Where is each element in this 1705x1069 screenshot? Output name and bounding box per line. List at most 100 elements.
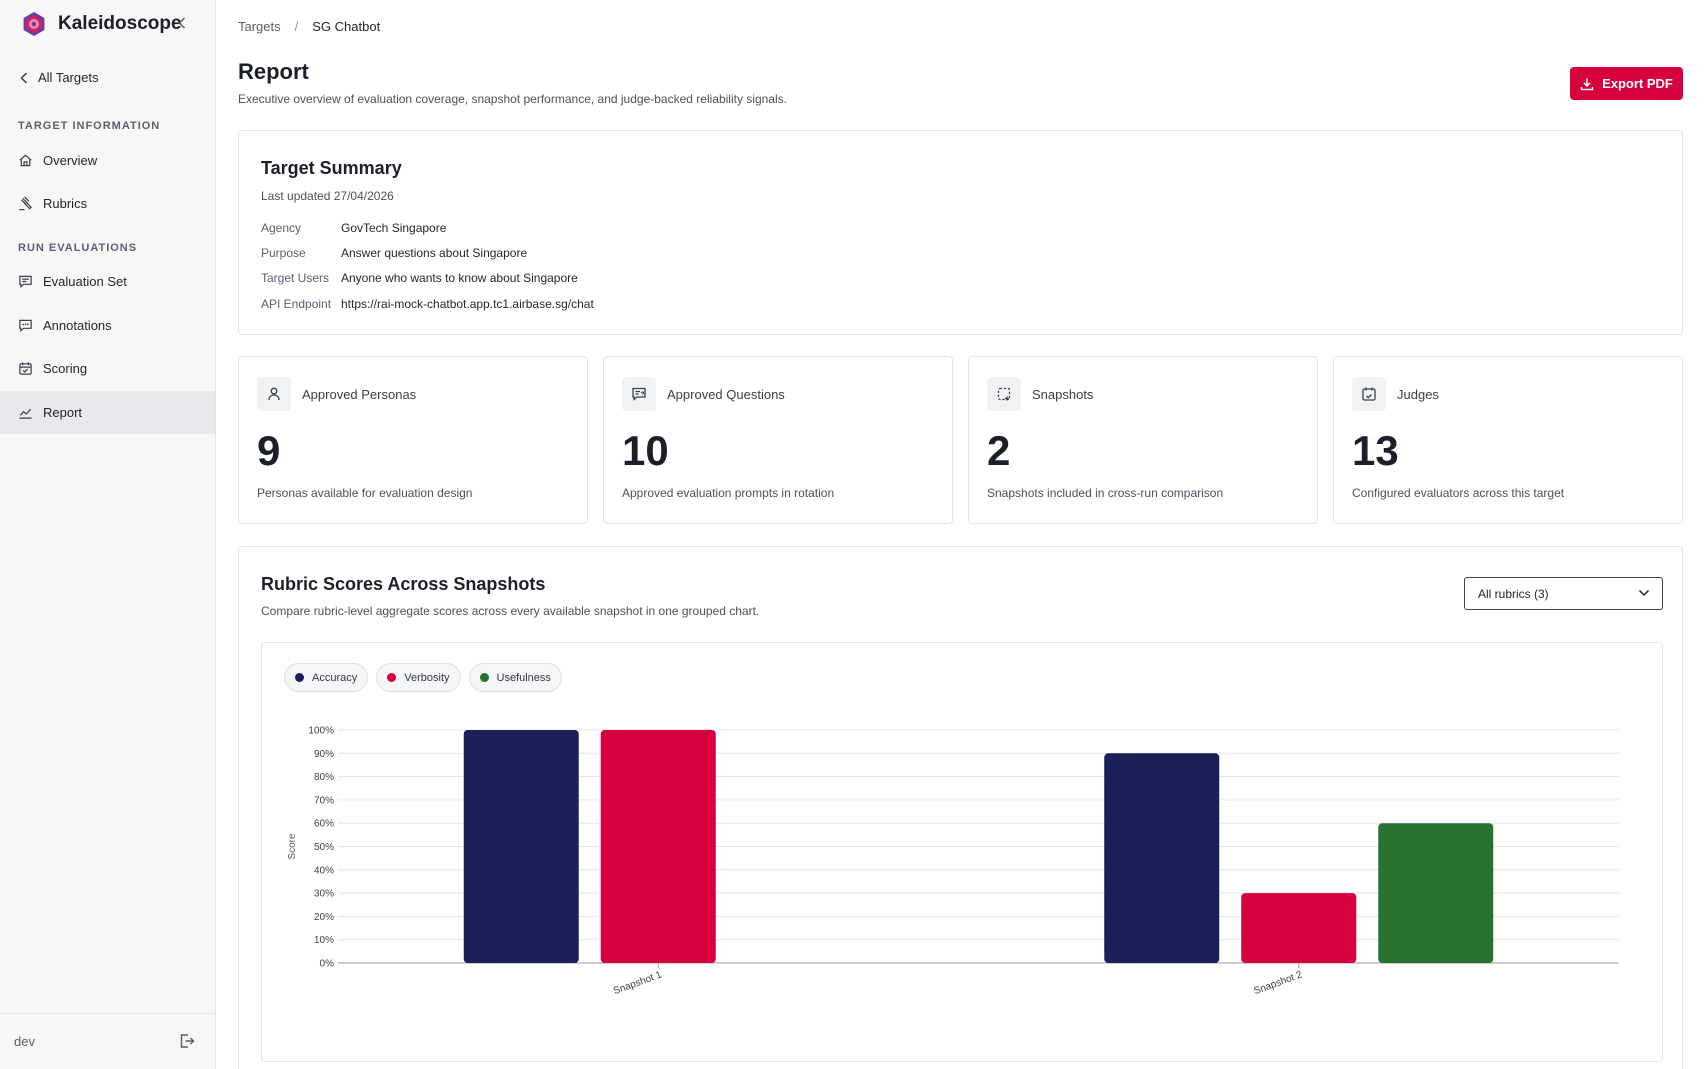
sidebar-item-evaluation-set[interactable]: Evaluation Set: [0, 260, 215, 303]
stat-title: Judges: [1397, 387, 1439, 402]
legend-item-accuracy[interactable]: Accuracy: [284, 663, 369, 692]
sidebar-item-label: Overview: [43, 153, 98, 168]
rubric-filter-select[interactable]: All rubrics (3): [1464, 577, 1663, 610]
message-question-icon: [622, 377, 656, 411]
kaleidoscope-logo-icon: [23, 12, 45, 36]
stat-value: 2: [987, 427, 1011, 474]
field-key: Purpose: [261, 246, 306, 260]
summary-field-agency: Agency GovTech Singapore: [261, 221, 446, 235]
bar-verbosity-snapshot-1: [600, 730, 716, 963]
gavel-icon: [19, 196, 32, 211]
y-tick-label: 90%: [314, 749, 334, 760]
export-pdf-label: Export PDF: [1602, 76, 1673, 91]
sidebar-item-overview[interactable]: Overview: [0, 139, 215, 182]
download-icon: [1580, 78, 1594, 90]
sidebar-item-rubrics[interactable]: Rubrics: [0, 182, 215, 225]
field-value: Anyone who wants to know about Singapore: [341, 271, 578, 285]
y-tick-label: 60%: [314, 819, 334, 830]
breadcrumb-targets-link[interactable]: Targets: [238, 19, 281, 34]
sidebar-item-label: Evaluation Set: [43, 274, 127, 289]
section-label-run-evaluations: RUN EVALUATIONS: [18, 242, 138, 254]
sidebar-item-annotations[interactable]: Annotations: [0, 304, 215, 347]
chart-panel: Accuracy Verbosity Usefulness 0% 10% 20% 30…: [261, 642, 1663, 1062]
field-key: Target Users: [261, 271, 330, 285]
sidebar-item-label: Rubrics: [43, 196, 88, 211]
all-targets-link[interactable]: All Targets: [20, 70, 98, 85]
stat-card-judges: Judges 13 Configured evaluators across t…: [1333, 356, 1683, 524]
target-summary-card: Target Summary Last updated 27/04/2026 A…: [238, 130, 1683, 335]
stat-title: Snapshots: [1032, 387, 1094, 402]
user-name: dev: [14, 1034, 35, 1049]
y-tick-label: 50%: [314, 842, 334, 853]
page-title: Report: [238, 59, 309, 84]
rubric-scores-card: Rubric Scores Across Snapshots Compare r…: [238, 546, 1683, 1069]
chevron-left-icon: [178, 17, 186, 29]
chart-legend: Accuracy Verbosity Usefulness: [284, 663, 570, 692]
field-key: Agency: [261, 221, 302, 235]
stat-title: Approved Personas: [302, 387, 417, 402]
stat-card-approved-questions: Approved Questions 10 Approved evaluatio…: [603, 356, 953, 524]
y-tick-label: 20%: [314, 912, 334, 923]
legend-label: Accuracy: [312, 671, 358, 684]
calendar-check-icon: [19, 362, 32, 375]
summary-updated: Last updated 27/04/2026: [261, 189, 394, 203]
rubric-scores-chart: 0% 10% 20% 30% 40% 50% 60% 70% 80% 90% 100% Score Sn…: [287, 726, 1619, 997]
y-tick-label: 30%: [314, 889, 334, 900]
stat-value: 9: [257, 427, 281, 474]
stat-value: 10: [622, 427, 669, 474]
brand[interactable]: Kaleidoscope: [22, 10, 182, 38]
sidebar-item-label: Report: [43, 405, 83, 420]
y-tick-label: 100%: [308, 726, 334, 737]
field-value: GovTech Singapore: [341, 221, 447, 235]
stat-description: Snapshots included in cross-run comparis…: [987, 486, 1224, 500]
legend-label: Verbosity: [404, 671, 450, 684]
legend-item-verbosity[interactable]: Verbosity: [376, 663, 461, 692]
x-tick-label: Snapshot 1: [612, 969, 664, 997]
stat-value: 13: [1352, 427, 1399, 474]
field-key: API Endpoint: [261, 297, 332, 311]
section-label-target-information: TARGET INFORMATION: [18, 120, 161, 132]
collapse-sidebar-button[interactable]: [174, 13, 190, 33]
stat-card-snapshots: Snapshots 2 Snapshots included in cross-…: [968, 356, 1318, 524]
summary-field-target-users: Target Users Anyone who wants to know ab…: [261, 271, 578, 285]
sidebar-item-scoring[interactable]: Scoring: [0, 347, 215, 390]
logout-icon[interactable]: [178, 1032, 196, 1050]
snapshot-icon: [987, 377, 1021, 411]
bar-usefulness-snapshot-2: [1378, 823, 1494, 963]
stat-description: Approved evaluation prompts in rotation: [622, 486, 835, 500]
breadcrumb: Targets / SG Chatbot: [238, 19, 380, 34]
page-subtitle: Executive overview of evaluation coverag…: [238, 92, 787, 106]
chevron-down-icon: [1638, 589, 1650, 597]
sidebar-item-label: Scoring: [43, 361, 88, 376]
summary-field-api-endpoint: API Endpoint https://rai-mock-chatbot.ap…: [261, 297, 594, 311]
y-tick-label: 40%: [314, 865, 334, 876]
stat-description: Configured evaluators across this target: [1352, 486, 1565, 500]
chevron-left-icon: [20, 71, 28, 84]
legend-dot: [295, 673, 304, 682]
legend-item-usefulness[interactable]: Usefulness: [468, 663, 562, 692]
all-targets-label: All Targets: [38, 70, 99, 85]
x-tick-label: Snapshot 2: [1252, 969, 1304, 997]
app-name: Kaleidoscope: [58, 13, 182, 34]
sidebar-footer: dev: [0, 1013, 215, 1069]
legend-dot: [479, 673, 489, 682]
bar-accuracy-snapshot-1: [463, 730, 579, 963]
person-icon: [257, 377, 291, 411]
legend-label: Usefulness: [496, 671, 551, 684]
stat-card-approved-personas: Approved Personas 9 Personas available f…: [238, 356, 588, 524]
sidebar-item-report[interactable]: Report: [0, 391, 215, 434]
chart-line-icon: [19, 408, 32, 419]
stat-title: Approved Questions: [667, 387, 785, 402]
breadcrumb-current: SG Chatbot: [312, 19, 381, 34]
home-icon: [19, 154, 32, 167]
message-dots-icon: [19, 319, 32, 332]
summary-field-purpose: Purpose Answer questions about Singapore: [261, 246, 527, 260]
bar-accuracy-snapshot-2: [1104, 753, 1220, 963]
export-pdf-button[interactable]: Export PDF: [1570, 67, 1683, 100]
rubric-filter-value: All rubrics (3): [1478, 586, 1549, 601]
chart-section-subtitle: Compare rubric-level aggregate scores ac…: [261, 604, 760, 618]
breadcrumb-separator: /: [294, 19, 299, 34]
calendar-judge-icon: [1352, 377, 1386, 411]
y-tick-label: 70%: [314, 795, 334, 806]
sidebar-item-label: Annotations: [43, 318, 112, 333]
